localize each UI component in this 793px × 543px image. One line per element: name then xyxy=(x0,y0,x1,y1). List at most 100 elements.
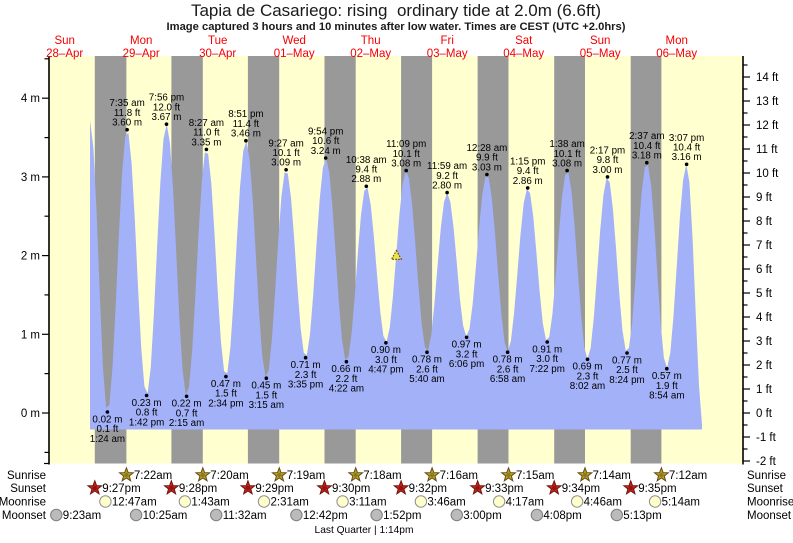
svg-text:2:15 am: 2:15 am xyxy=(169,418,204,429)
svg-text:02–May: 02–May xyxy=(350,48,391,60)
svg-text:0.22 m: 0.22 m xyxy=(172,399,202,410)
svg-text:06–May: 06–May xyxy=(656,48,697,60)
svg-text:3:35 pm: 3:35 pm xyxy=(288,380,323,391)
svg-text:10.6 ft: 10.6 ft xyxy=(312,136,340,147)
svg-text:0.7 ft: 0.7 ft xyxy=(176,408,198,419)
svg-text:Moonrise: Moonrise xyxy=(0,497,46,509)
svg-text:Mon: Mon xyxy=(666,35,688,47)
svg-text:1:43am: 1:43am xyxy=(191,497,229,509)
svg-text:4 ft: 4 ft xyxy=(756,312,773,324)
svg-text:9.2 ft: 9.2 ft xyxy=(436,171,458,182)
svg-text:1.9 ft: 1.9 ft xyxy=(656,381,678,392)
svg-text:2.2 ft: 2.2 ft xyxy=(336,374,358,385)
svg-text:7:22am: 7:22am xyxy=(134,470,172,482)
svg-text:8:51 pm: 8:51 pm xyxy=(228,109,263,120)
svg-text:2:34 pm: 2:34 pm xyxy=(208,398,243,409)
svg-text:3.08 m: 3.08 m xyxy=(552,159,582,170)
svg-text:28–Apr: 28–Apr xyxy=(46,48,83,60)
svg-text:0.91 m: 0.91 m xyxy=(532,344,562,355)
svg-text:2.88 m: 2.88 m xyxy=(351,174,381,185)
svg-text:0.77 m: 0.77 m xyxy=(612,355,642,366)
svg-text:3:11am: 3:11am xyxy=(349,497,387,509)
svg-text:11.8 ft: 11.8 ft xyxy=(114,108,141,119)
svg-text:3.18 m: 3.18 m xyxy=(632,151,662,162)
svg-text:0.97 m: 0.97 m xyxy=(452,340,482,351)
svg-text:2 ft: 2 ft xyxy=(756,360,773,372)
svg-text:0.1 ft: 0.1 ft xyxy=(97,424,119,435)
svg-text:3:46am: 3:46am xyxy=(427,497,465,509)
svg-text:7:56 pm: 7:56 pm xyxy=(149,93,184,104)
svg-text:04–May: 04–May xyxy=(503,48,544,60)
svg-text:3 m: 3 m xyxy=(21,172,40,184)
svg-text:6:06 pm: 6:06 pm xyxy=(449,359,484,370)
svg-text:1:15 pm: 1:15 pm xyxy=(510,156,545,167)
svg-text:29–Apr: 29–Apr xyxy=(123,48,160,60)
svg-text:Sunset: Sunset xyxy=(747,483,784,495)
svg-text:9:29pm: 9:29pm xyxy=(255,483,293,495)
svg-text:0.66 m: 0.66 m xyxy=(331,364,361,375)
svg-text:1.5 ft: 1.5 ft xyxy=(215,389,237,400)
svg-text:9:30pm: 9:30pm xyxy=(332,483,370,495)
svg-text:9:54 pm: 9:54 pm xyxy=(308,127,343,138)
svg-text:3.00 m: 3.00 m xyxy=(593,165,623,176)
svg-text:1:42 pm: 1:42 pm xyxy=(129,417,164,428)
svg-text:13 ft: 13 ft xyxy=(756,96,779,108)
svg-text:12:42pm: 12:42pm xyxy=(303,510,348,522)
svg-text:7:18am: 7:18am xyxy=(363,470,401,482)
svg-text:4:47 pm: 4:47 pm xyxy=(368,365,403,376)
svg-text:-1 ft: -1 ft xyxy=(756,432,777,444)
svg-text:1.5 ft: 1.5 ft xyxy=(255,390,277,401)
svg-text:12:28 am: 12:28 am xyxy=(466,143,507,154)
svg-text:9 ft: 9 ft xyxy=(756,192,773,204)
svg-text:5:40 am: 5:40 am xyxy=(409,374,444,385)
svg-text:5:13pm: 5:13pm xyxy=(623,510,661,522)
svg-text:9:33pm: 9:33pm xyxy=(485,483,523,495)
svg-text:6 ft: 6 ft xyxy=(756,264,773,276)
svg-text:2 m: 2 m xyxy=(21,251,40,263)
svg-text:4:46am: 4:46am xyxy=(584,497,622,509)
svg-text:3.46 m: 3.46 m xyxy=(231,129,261,140)
svg-text:2:37 am: 2:37 am xyxy=(629,131,664,142)
svg-text:1:52pm: 1:52pm xyxy=(383,510,421,522)
svg-text:0.57 m: 0.57 m xyxy=(652,371,682,382)
svg-text:9:27pm: 9:27pm xyxy=(102,483,140,495)
svg-text:0 m: 0 m xyxy=(21,408,40,420)
svg-text:Moonset: Moonset xyxy=(747,510,792,522)
svg-text:Moonrise: Moonrise xyxy=(747,497,793,509)
svg-text:1 m: 1 m xyxy=(21,329,40,341)
svg-text:4:17am: 4:17am xyxy=(506,497,544,509)
svg-text:Tapia de Casariego: rising or: Tapia de Casariego: rising ordinary tide… xyxy=(191,1,601,20)
svg-text:14 ft: 14 ft xyxy=(756,72,779,84)
svg-text:Sunrise: Sunrise xyxy=(7,470,46,482)
svg-text:7:15am: 7:15am xyxy=(516,470,554,482)
svg-text:3.2 ft: 3.2 ft xyxy=(456,349,478,360)
svg-text:10.1 ft: 10.1 ft xyxy=(393,149,421,160)
svg-text:9.8 ft: 9.8 ft xyxy=(597,155,619,166)
svg-text:7:22 pm: 7:22 pm xyxy=(529,364,564,375)
svg-text:10.4 ft: 10.4 ft xyxy=(633,141,661,152)
svg-text:-2 ft: -2 ft xyxy=(756,456,777,468)
svg-text:9.4 ft: 9.4 ft xyxy=(355,165,377,176)
svg-text:0.47 m: 0.47 m xyxy=(211,379,241,390)
svg-text:2.3 ft: 2.3 ft xyxy=(577,371,599,382)
svg-text:0.45 m: 0.45 m xyxy=(251,381,281,392)
svg-text:3.0 ft: 3.0 ft xyxy=(375,355,397,366)
svg-text:1:38 am: 1:38 am xyxy=(549,139,584,150)
svg-text:9:23am: 9:23am xyxy=(63,510,101,522)
svg-text:11:32am: 11:32am xyxy=(223,510,267,522)
svg-text:11:59 am: 11:59 am xyxy=(427,161,467,172)
svg-text:8:24 pm: 8:24 pm xyxy=(609,375,644,386)
svg-text:3 ft: 3 ft xyxy=(756,336,773,348)
svg-text:Fri: Fri xyxy=(440,35,453,47)
svg-text:3:07 pm: 3:07 pm xyxy=(669,133,704,144)
svg-text:3.67 m: 3.67 m xyxy=(152,112,182,123)
svg-text:3.09 m: 3.09 m xyxy=(271,158,301,169)
svg-text:2.80 m: 2.80 m xyxy=(432,181,462,192)
svg-text:9.9 ft: 9.9 ft xyxy=(476,153,498,164)
svg-text:2.3 ft: 2.3 ft xyxy=(295,370,317,381)
svg-text:10.1 ft: 10.1 ft xyxy=(553,149,581,160)
svg-text:10 ft: 10 ft xyxy=(756,168,779,180)
svg-text:7:16am: 7:16am xyxy=(440,470,478,482)
svg-text:Tue: Tue xyxy=(208,35,227,47)
svg-text:1 ft: 1 ft xyxy=(756,384,773,396)
